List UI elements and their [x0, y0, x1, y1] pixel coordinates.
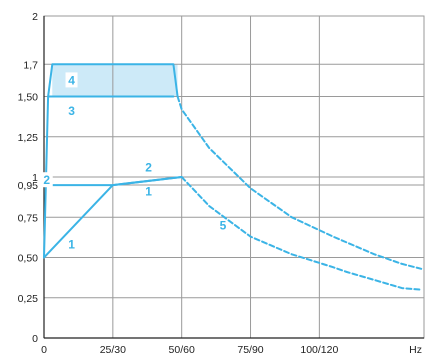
curve-label-layer: 4 3 2 2 1 1 5	[40, 72, 227, 252]
curve-label: 2	[145, 160, 152, 174]
series-line-unnamed-5	[176, 95, 423, 270]
y-tick-label: 1,7	[23, 59, 38, 71]
y-tick-label: 0	[32, 333, 38, 345]
x-unit-label: Hz	[409, 344, 422, 356]
curve-label: 4	[68, 73, 75, 87]
curve-label-bg	[65, 72, 78, 88]
x-tick-label: 100/120	[300, 344, 338, 356]
y-tick-label: 0,25	[18, 293, 39, 305]
y-tick-label: 1,25	[18, 132, 39, 144]
y-tick-label: 1,50	[18, 92, 39, 104]
curve-label: 1	[145, 184, 152, 198]
y-tick-label: 0,75	[18, 212, 39, 224]
curve-label: 3	[68, 104, 75, 118]
y-tick-label: 0,50	[18, 253, 39, 265]
curve-label-bg	[40, 172, 53, 188]
curve-label: 1	[68, 238, 75, 252]
series-line-2	[43, 176, 183, 187]
x-tick-label: 0	[41, 344, 47, 356]
series-layer	[43, 63, 423, 291]
y-tick-label: 2	[32, 11, 38, 23]
x-tick-label: 50/60	[169, 344, 195, 356]
y-tick-label: 1	[32, 172, 38, 184]
y-tick-label: 0,95	[18, 180, 39, 192]
curve-label: 2	[43, 173, 50, 187]
x-tick-label: 75/90	[237, 344, 263, 356]
series-line-5	[180, 176, 423, 291]
curve-label: 5	[220, 218, 227, 232]
series-line-4	[47, 63, 179, 98]
x-tick-label: 25/30	[100, 344, 126, 356]
